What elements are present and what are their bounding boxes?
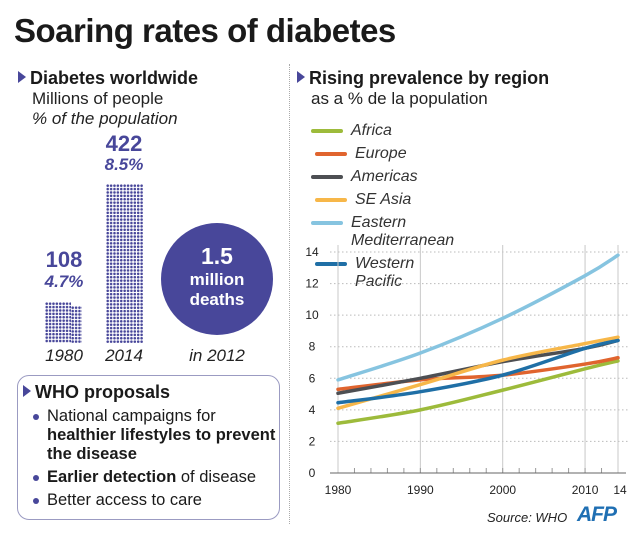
- value-1980: 108: [45, 247, 83, 272]
- legend-item: Western Pacific: [315, 255, 475, 291]
- worldwide-header: Diabetes worldwide Millions of people % …: [18, 68, 198, 129]
- y-tick-label: 10: [305, 308, 319, 322]
- bar-1980: [45, 302, 71, 343]
- triangle-icon: [297, 71, 305, 83]
- legend: Africa Europe Americas SE Asia Eastern Medit…: [311, 122, 631, 291]
- bullet-icon: [33, 475, 39, 481]
- worldwide-sub2: % of the population: [32, 109, 178, 128]
- legend-label: Eastern Mediterranean: [351, 214, 455, 249]
- x-tick-label: 1990: [407, 483, 434, 497]
- deaths-year: in 2012: [189, 346, 245, 365]
- series-line-western-pacific: [336, 338, 620, 405]
- deaths-circle: 1.5 million deaths: [161, 223, 273, 335]
- legend-swatch: [311, 175, 343, 179]
- legend-item: SE Asia: [315, 191, 475, 209]
- legend-item: Americas: [311, 168, 471, 186]
- legend-label: Europe: [355, 145, 407, 162]
- x-tick-label: 2010: [572, 483, 599, 497]
- legend-label: Americas: [351, 168, 418, 185]
- pct-2014: 8.5%: [104, 155, 144, 174]
- y-tick-label: 8: [309, 340, 316, 354]
- y-tick-label: 14: [305, 245, 319, 259]
- item-bold: healthier lifestyles to prevent the dise…: [47, 426, 276, 463]
- legend-label: SE Asia: [355, 191, 412, 208]
- legend-swatch: [311, 129, 343, 133]
- item-text: National campaigns for: [47, 407, 216, 425]
- source-note: Source: WHO: [487, 510, 568, 525]
- region-header: Rising prevalence by region as a % de la…: [297, 68, 549, 109]
- legend-swatch: [315, 262, 347, 266]
- chart-title: Rising prevalence by region: [309, 68, 550, 88]
- bullet-icon: [33, 414, 39, 420]
- legend-item: Eastern Mediterranean: [311, 214, 471, 250]
- afp-logo: AFP: [577, 503, 617, 526]
- y-tick-label: 12: [305, 277, 319, 291]
- value-2014: 422: [105, 131, 143, 156]
- who-proposals-box: WHO proposals National campaigns for hea…: [17, 375, 280, 520]
- divider: [289, 64, 290, 524]
- chart-subtitle: as a % de la population: [311, 89, 488, 108]
- triangle-icon: [18, 71, 26, 83]
- bullet-icon: [33, 498, 39, 504]
- legend-swatch: [315, 198, 347, 202]
- item-text: of disease: [176, 468, 257, 486]
- series-line-africa: [336, 359, 620, 426]
- series-line-se-asia: [336, 335, 620, 411]
- list-item: Earlier detection of disease: [33, 468, 279, 487]
- series-line-eastern-mediterranean: [336, 253, 620, 382]
- x-tick-label: 14: [613, 483, 627, 497]
- x-tick-label: 1980: [325, 483, 352, 497]
- worldwide-sub1: Millions of people: [32, 89, 164, 108]
- y-tick-label: 4: [309, 403, 316, 417]
- worldwide-heading: Diabetes worldwide: [30, 68, 199, 88]
- legend-item: Europe: [315, 145, 475, 163]
- legend-label: Western Pacific: [355, 255, 415, 290]
- list-item: National campaigns for healthier lifesty…: [33, 407, 279, 464]
- x-tick-label: 2000: [489, 483, 516, 497]
- legend-item: Africa: [311, 122, 471, 140]
- pct-1980: 4.7%: [44, 272, 84, 291]
- deaths-label: deaths: [189, 290, 245, 309]
- triangle-icon: [23, 385, 31, 397]
- bar-2014: [106, 184, 143, 343]
- legend-label: Africa: [351, 122, 392, 139]
- bar-1980-part: [71, 306, 82, 343]
- deaths-unit: million: [189, 270, 245, 289]
- legend-swatch: [315, 152, 347, 156]
- item-text: Better access to care: [47, 491, 202, 509]
- list-item: Better access to care: [33, 491, 279, 510]
- legend-swatch: [311, 221, 343, 225]
- year-2014: 2014: [105, 346, 143, 365]
- y-tick-label: 6: [309, 371, 316, 385]
- year-1980: 1980: [45, 346, 83, 365]
- who-heading: WHO proposals: [35, 382, 171, 402]
- y-tick-label: 2: [309, 434, 316, 448]
- deaths-value: 1.5: [201, 243, 233, 269]
- page-title: Soaring rates of diabetes: [14, 12, 396, 49]
- y-tick-label: 0: [309, 466, 316, 480]
- item-bold: Earlier detection: [47, 468, 177, 486]
